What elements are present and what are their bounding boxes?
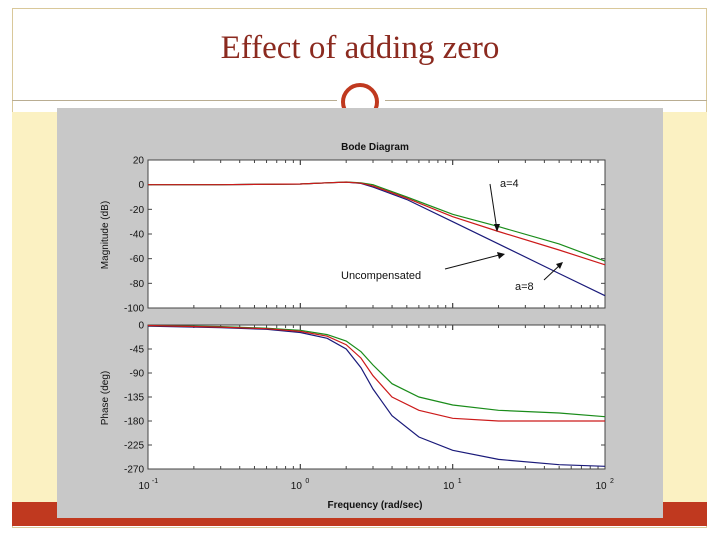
title-rule-right: [385, 100, 707, 101]
magnitude-ytick-label: -80: [130, 279, 145, 290]
phase-ytick-label: -45: [130, 345, 145, 356]
title-rule-left: [12, 100, 337, 101]
frequency-xtick-label: 10: [291, 481, 303, 492]
annotation-a8: a=8: [515, 281, 534, 293]
annotation-a4: a=4: [500, 178, 519, 190]
bode-diagram-svg: Bode Diagram Magnitude (dB) Phase (deg) …: [100, 142, 614, 511]
phase-plot-area: [147, 324, 606, 470]
magnitude-ytick-label: 20: [133, 156, 145, 167]
annotation-a8-arrowhead: [556, 262, 563, 269]
annotation-a4-arrowhead: [494, 224, 500, 232]
phase-series-uncompensated: [147, 325, 606, 467]
magnitude-ytick-label: -100: [124, 304, 144, 315]
magnitude-ylabel: Magnitude (dB): [100, 201, 111, 269]
phase-ytick-label: -225: [124, 441, 144, 452]
left-accent-band: [12, 112, 58, 502]
frequency-xtick-exponent: 0: [305, 478, 309, 485]
phase-ytick-label: -135: [124, 393, 144, 404]
bode-figure: Bode Diagram Magnitude (dB) Phase (deg) …: [57, 108, 663, 518]
frequency-xtick-label: 10: [138, 481, 150, 492]
phase-ytick-label: -180: [124, 417, 144, 428]
phase-ytick-label: 0: [138, 321, 144, 332]
slide-title: Effect of adding zero: [220, 30, 500, 66]
magnitude-ytick-label: -40: [130, 230, 145, 241]
annotation-a4-arrow: [489, 183, 498, 231]
phase-ytick-label: -90: [130, 369, 145, 380]
magnitude-ytick-label: -60: [130, 254, 145, 265]
phase-ytick-label: -270: [124, 465, 144, 476]
phase-series-a-8: [147, 324, 605, 422]
annotation-uncompensated-arrowhead: [497, 252, 505, 259]
magnitude-plot-area: [147, 159, 606, 309]
magnitude-series-a-8: [148, 181, 606, 266]
frequency-xlabel: Frequency (rad/sec): [327, 500, 422, 511]
magnitude-ytick-label: 0: [138, 180, 144, 191]
frequency-xtick-exponent: 2: [610, 478, 614, 485]
phase-ylabel: Phase (deg): [100, 371, 111, 425]
frequency-xtick-exponent: 1: [458, 478, 462, 485]
frequency-xtick-label: 10: [595, 481, 607, 492]
frequency-xtick-exponent: -1: [152, 478, 158, 485]
frequency-xtick-label: 10: [443, 481, 455, 492]
chart-title: Bode Diagram: [341, 142, 409, 153]
right-accent-band: [663, 112, 707, 502]
annotation-uncompensated-arrow: [444, 253, 504, 270]
magnitude-ytick-label: -20: [130, 205, 145, 216]
annotation-uncompensated: Uncompensated: [341, 270, 421, 282]
